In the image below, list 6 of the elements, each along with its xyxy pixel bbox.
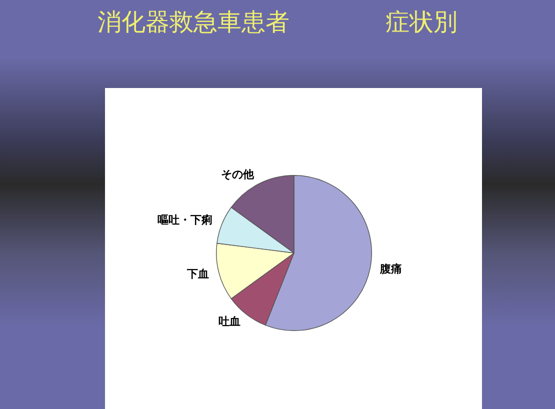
slice-label: 下血 xyxy=(186,268,210,281)
chart-title: 消化器救急車患者 症状別 xyxy=(96,7,458,38)
slice-label: 嘔吐・下痢 xyxy=(158,214,213,227)
slice-label: 腹痛 xyxy=(379,262,402,276)
slice-label: 吐血 xyxy=(218,315,240,328)
slice-label: その他 xyxy=(221,168,256,181)
